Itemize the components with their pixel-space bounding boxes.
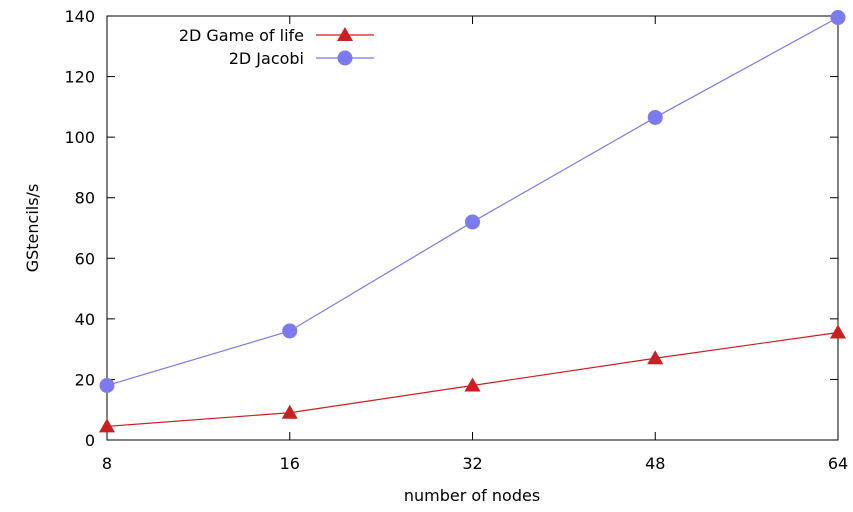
series-layer <box>99 10 846 433</box>
y-tick-label: 140 <box>64 7 95 26</box>
x-tick-label: 64 <box>828 454 848 473</box>
x-tick-label: 32 <box>462 454 482 473</box>
y-tick-label: 100 <box>64 128 95 147</box>
x-tick-label: 16 <box>280 454 300 473</box>
data-point-2d-jacobi <box>99 377 115 393</box>
x-axis: 8 16 32 48 64 <box>102 16 848 473</box>
data-point-2d-game-of-life <box>647 350 664 365</box>
y-tick-label: 0 <box>85 431 95 450</box>
y-tick-label: 60 <box>75 249 95 268</box>
data-point-2d-jacobi <box>830 10 846 26</box>
y-tick-label: 120 <box>64 68 95 87</box>
legend-marker-2d-jacobi <box>337 50 353 66</box>
data-point-2d-game-of-life <box>464 377 481 392</box>
y-tick-label: 20 <box>75 370 95 389</box>
data-point-2d-jacobi <box>647 109 663 125</box>
data-point-2d-game-of-life <box>99 418 115 433</box>
legend: 2D Game of life 2D Jacobi <box>179 26 374 68</box>
series-line-2d-jacobi <box>106 16 839 387</box>
x-tick-label: 8 <box>102 454 112 473</box>
data-point-2d-game-of-life <box>281 404 298 419</box>
legend-marker-2d-game-of-life <box>337 27 353 41</box>
y-axis: 0 20 40 60 80 100 120 140 <box>64 7 838 450</box>
data-point-2d-game-of-life <box>830 324 846 339</box>
legend-label-2d-game-of-life: 2D Game of life <box>179 26 304 45</box>
data-point-2d-jacobi <box>465 214 480 230</box>
legend-label-2d-jacobi: 2D Jacobi <box>229 49 304 68</box>
x-tick-label: 48 <box>645 454 665 473</box>
y-axis-label: GStencils/s <box>23 184 42 273</box>
y-tick-label: 80 <box>75 189 95 208</box>
y-tick-label: 40 <box>75 310 95 329</box>
x-axis-label: number of nodes <box>404 486 540 505</box>
data-point-2d-jacobi <box>282 323 298 339</box>
